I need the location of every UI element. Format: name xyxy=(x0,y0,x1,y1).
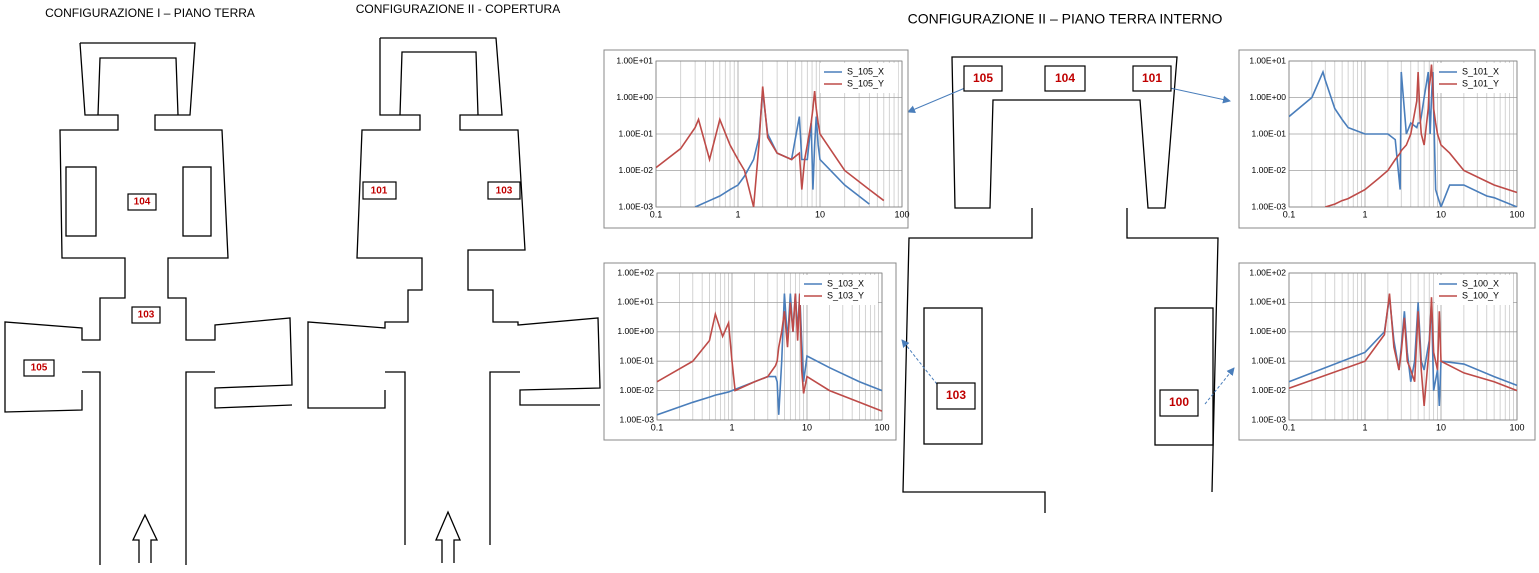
x-tick-label: 1 xyxy=(1362,422,1367,432)
room-label: 100 xyxy=(1169,395,1189,409)
legend-box xyxy=(1435,275,1513,305)
x-tick-label: 1 xyxy=(1362,209,1367,219)
floor-plan: 105 104 101 103 100 xyxy=(901,56,1235,513)
y-tick-label: 1.00E+01 xyxy=(616,55,653,65)
legend-label: S_103_X xyxy=(827,278,864,288)
legend-label: S_103_Y xyxy=(827,290,864,300)
floor-plan: 104 103 105 xyxy=(4,42,293,565)
y-tick-label: 1.00E-01 xyxy=(1252,355,1287,365)
series-line xyxy=(1325,64,1517,207)
y-tick-label: 1.00E-02 xyxy=(620,385,655,395)
legend-box xyxy=(820,63,898,93)
floor-plan: 101 103 xyxy=(307,37,601,563)
plot-area xyxy=(1288,60,1518,208)
y-tick-label: 1.00E-03 xyxy=(620,414,655,424)
room-label: 103 xyxy=(946,388,966,402)
legend-label: S_101_Y xyxy=(1462,78,1499,88)
y-tick-label: 1.00E+00 xyxy=(617,326,654,336)
chart: 0.1 1 10 100 1.00E-03 1.00E-02 1.00E-01 1.00E+0… xyxy=(1238,262,1536,441)
room-label: 101 xyxy=(1142,71,1162,85)
x-tick-label: 10 xyxy=(815,209,825,219)
y-tick-label: 1.00E-03 xyxy=(1252,201,1287,211)
y-tick-label: 1.00E+00 xyxy=(616,92,653,102)
room-label: 105 xyxy=(973,71,993,85)
y-tick-label: 1.00E-02 xyxy=(1252,385,1287,395)
y-tick-label: 1.00E+02 xyxy=(617,267,654,277)
x-tick-label: 10 xyxy=(1436,422,1446,432)
room-label: 103 xyxy=(138,310,155,321)
x-tick-label: 10 xyxy=(1436,209,1446,219)
legend-box xyxy=(1435,63,1513,93)
x-tick-label: 0.1 xyxy=(1283,209,1296,219)
plan-title: CONFIGURAZIONE II – PIANO TERRA INTERNO xyxy=(908,11,1223,27)
legend-label: S_105_X xyxy=(847,66,884,76)
room-label: 104 xyxy=(1055,71,1075,85)
series-line xyxy=(657,293,882,412)
legend-box xyxy=(800,275,878,305)
room-label: 104 xyxy=(134,197,151,208)
legend-label: S_100_X xyxy=(1462,278,1499,288)
x-tick-label: 1 xyxy=(729,422,734,432)
y-tick-label: 1.00E-01 xyxy=(1252,128,1287,138)
plot-area xyxy=(656,272,883,421)
series-line xyxy=(1289,293,1517,407)
chart: 0.1 1 10 100 1.00E-03 1.00E-02 1.00E-01 1.00E+0… xyxy=(1238,49,1536,229)
x-tick-label: 10 xyxy=(802,422,812,432)
y-tick-label: 1.00E+00 xyxy=(1249,326,1286,336)
y-tick-label: 1.00E-03 xyxy=(1252,414,1287,424)
legend-label: S_105_Y xyxy=(847,78,884,88)
x-tick-label: 100 xyxy=(894,209,909,219)
plan-title: CONFIGURAZIONE I – PIANO TERRA xyxy=(45,6,255,20)
x-tick-label: 1 xyxy=(735,209,740,219)
plot-area xyxy=(655,60,903,208)
y-tick-label: 1.00E+00 xyxy=(1249,92,1286,102)
y-tick-label: 1.00E+01 xyxy=(1249,297,1286,307)
x-tick-label: 0.1 xyxy=(650,209,663,219)
series-line xyxy=(657,293,882,416)
y-tick-label: 1.00E+01 xyxy=(1249,55,1286,65)
y-tick-label: 1.00E-01 xyxy=(620,355,655,365)
room-label: 101 xyxy=(371,186,388,197)
legend-label: S_101_X xyxy=(1462,66,1499,76)
legend-label: S_100_Y xyxy=(1462,290,1499,300)
plot-area xyxy=(1288,272,1518,421)
room-label: 105 xyxy=(31,363,48,374)
y-tick-label: 1.00E-02 xyxy=(619,165,654,175)
y-tick-label: 1.00E-03 xyxy=(619,201,654,211)
x-tick-label: 100 xyxy=(874,422,889,432)
chart: 0.1 1 10 100 1.00E-03 1.00E-02 1.00E-01 1.00E+0… xyxy=(603,49,910,229)
x-tick-label: 0.1 xyxy=(651,422,664,432)
room-label: 103 xyxy=(496,186,513,197)
x-tick-label: 0.1 xyxy=(1283,422,1296,432)
y-tick-label: 1.00E+02 xyxy=(1249,267,1286,277)
plan-title: CONFIGURAZIONE II - COPERTURA xyxy=(356,2,560,16)
y-tick-label: 1.00E-02 xyxy=(1252,165,1287,175)
series-line xyxy=(1289,69,1517,207)
chart: 0.1 1 10 100 1.00E-03 1.00E-02 1.00E-01 1.00E+0… xyxy=(603,262,897,441)
series-line xyxy=(656,86,885,207)
y-tick-label: 1.00E-01 xyxy=(619,128,654,138)
x-tick-label: 100 xyxy=(1509,209,1524,219)
y-tick-label: 1.00E+01 xyxy=(617,297,654,307)
x-tick-label: 100 xyxy=(1509,422,1524,432)
